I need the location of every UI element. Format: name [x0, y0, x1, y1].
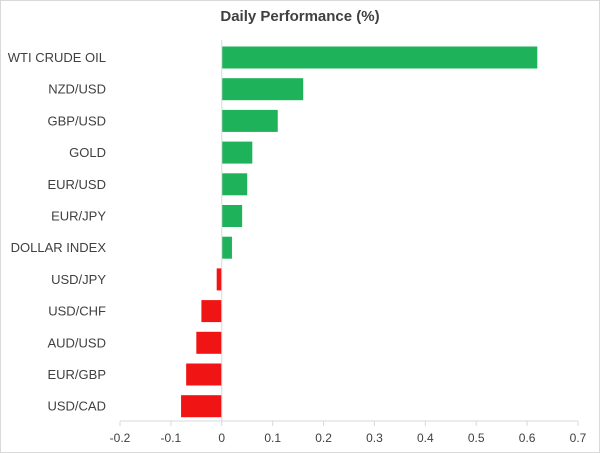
x-tick-label: 0.6 [519, 431, 536, 445]
bar-dollar-index [221, 236, 232, 259]
bar-eur-gbp [186, 363, 222, 386]
category-label-eur-gbp: EUR/GBP [47, 367, 106, 382]
bar-gold [221, 141, 253, 164]
category-label-usd-cad: USD/CAD [47, 399, 106, 414]
x-tick-label: 0.5 [468, 431, 485, 445]
x-tick-label: 0.3 [366, 431, 383, 445]
category-label-eur-usd: EUR/USD [47, 177, 106, 192]
bar-usd-jpy [216, 268, 222, 291]
x-tick-label: -0.2 [110, 431, 131, 445]
x-tick-label: 0.1 [264, 431, 281, 445]
bars-group [181, 46, 538, 418]
category-label-gbp-usd: GBP/USD [47, 113, 106, 128]
bar-usd-cad [181, 395, 222, 418]
category-label-aud-usd: AUD/USD [47, 335, 106, 350]
x-tick-label: 0.7 [570, 431, 587, 445]
x-tick-label: 0.4 [417, 431, 434, 445]
bar-eur-usd [221, 173, 248, 196]
category-label-nzd-usd: NZD/USD [48, 82, 106, 97]
x-tick-label: 0 [218, 431, 225, 445]
chart-title: Daily Performance (%) [220, 8, 380, 25]
category-labels: WTI CRUDE OIL NZD/USD GBP/USD GOLD EUR/USD EU… [8, 50, 107, 414]
bar-nzd-usd [221, 78, 304, 101]
category-label-usd-chf: USD/CHF [48, 304, 106, 319]
x-axis: -0.2 -0.1 0 0.1 0.2 0.3 0.4 0.5 0.6 0.7 [110, 40, 587, 445]
x-tick-label: 0.2 [315, 431, 332, 445]
category-label-dollar-index: DOLLAR INDEX [11, 240, 107, 255]
bar-usd-chf [201, 300, 222, 323]
bar-eur-jpy [221, 205, 243, 227]
category-label-wti-crude-oil: WTI CRUDE OIL [8, 50, 106, 65]
category-label-usd-jpy: USD/JPY [51, 272, 106, 287]
category-label-eur-jpy: EUR/JPY [51, 209, 106, 224]
category-label-gold: GOLD [69, 145, 106, 160]
bar-gbp-usd [221, 109, 278, 132]
bar-wti-crude-oil [221, 46, 538, 69]
bar-aud-usd [196, 331, 222, 354]
x-tick-label: -0.1 [161, 431, 182, 445]
